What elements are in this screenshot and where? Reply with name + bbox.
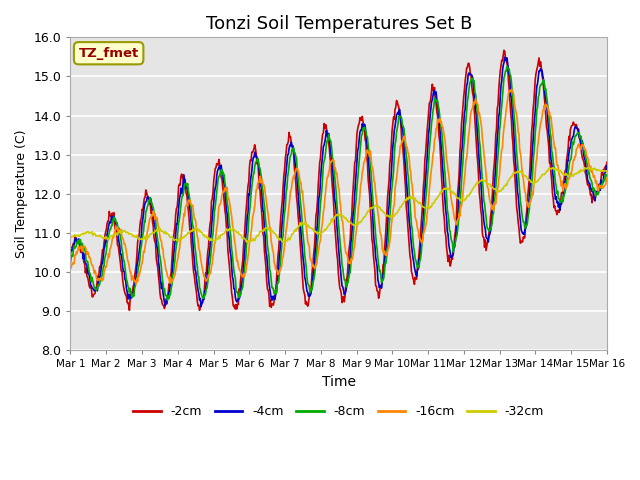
Legend: -2cm, -4cm, -8cm, -16cm, -32cm: -2cm, -4cm, -8cm, -16cm, -32cm (128, 400, 549, 423)
Title: Tonzi Soil Temperatures Set B: Tonzi Soil Temperatures Set B (205, 15, 472, 33)
Text: TZ_fmet: TZ_fmet (79, 47, 139, 60)
Y-axis label: Soil Temperature (C): Soil Temperature (C) (15, 130, 28, 258)
X-axis label: Time: Time (322, 375, 356, 389)
